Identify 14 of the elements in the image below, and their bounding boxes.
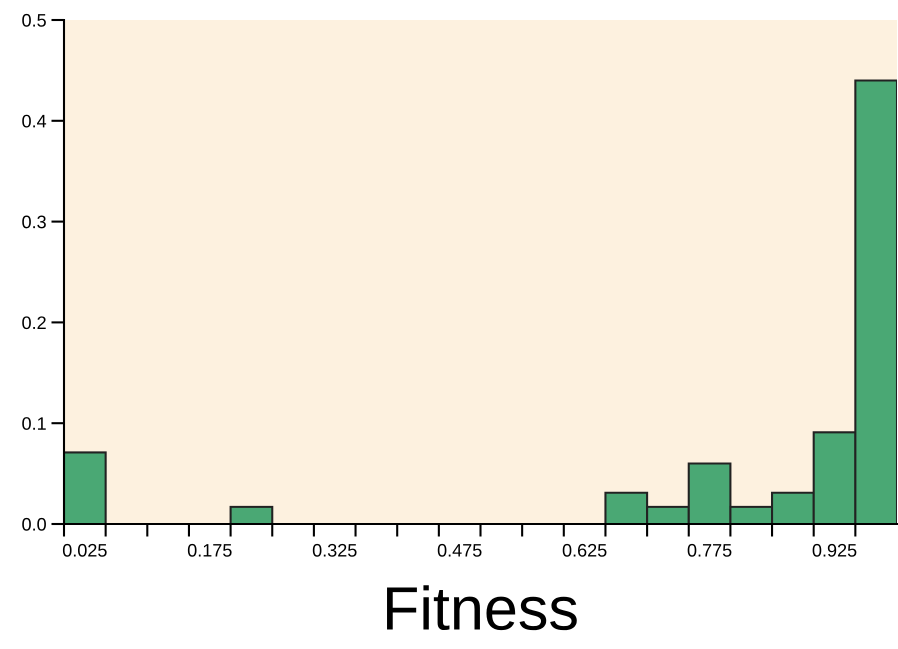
x-axis-title: Fitness xyxy=(387,585,577,630)
y-tick-label: 0.3 xyxy=(22,216,46,228)
x-tick-label: 0.925 xyxy=(812,544,856,557)
x-tick-label: 0.775 xyxy=(688,544,732,557)
y-tick-label: 0.5 xyxy=(22,14,46,27)
x-tick-label: 0.475 xyxy=(438,544,482,557)
x-tick-label: 0.025 xyxy=(62,544,107,557)
y-tick-label: 0.0 xyxy=(22,518,46,531)
y-tick-label: 0.2 xyxy=(22,316,46,330)
x-tick-label: 0.325 xyxy=(312,544,357,557)
x-tick-label: 0.175 xyxy=(188,544,232,557)
x-tick-label: 0.625 xyxy=(562,544,606,557)
y-tick-label: 0.1 xyxy=(22,417,46,430)
y-tick-label: 0.4 xyxy=(22,114,46,128)
